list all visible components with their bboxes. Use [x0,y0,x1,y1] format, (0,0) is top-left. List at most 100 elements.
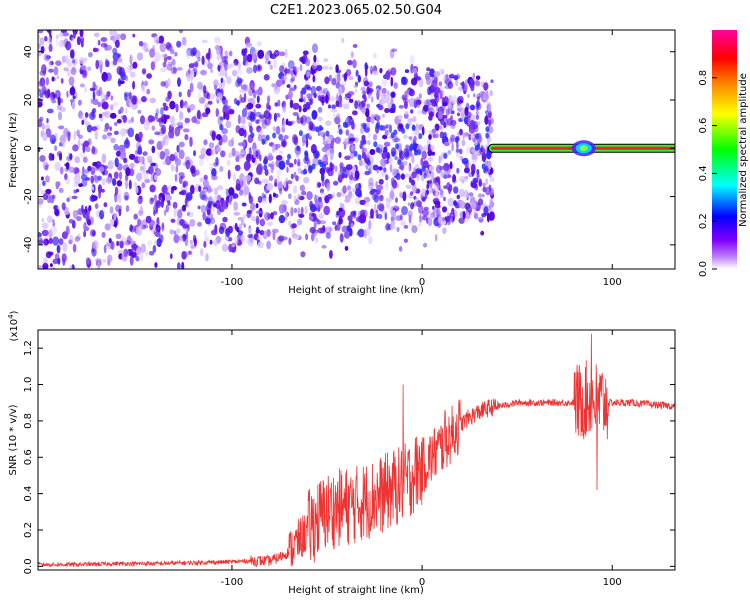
spectrogram-point [205,253,209,262]
spectrogram-point [397,115,403,120]
spectrogram-point [114,122,118,126]
spectrogram-point [107,259,111,266]
spectrogram-point [152,44,156,52]
spectrogram-point [288,90,293,100]
spectrogram-point [350,51,354,59]
spectrogram-point [301,190,307,196]
spectrogram-point [247,98,252,103]
spectrogram-point [292,66,297,74]
spectrogram-point [73,130,77,141]
spectrogram-point [354,137,359,143]
spectrogram-point [48,237,53,244]
spectrogram-point [129,71,136,78]
spectrogram-point [300,93,304,100]
spectrogram-point [381,113,385,118]
spectrogram-point [279,162,284,169]
spectrogram-point [391,48,398,52]
spectrogram-point [274,178,278,187]
spectrogram-point [176,216,180,226]
spectrogram-point [200,69,207,76]
spectrogram-point [235,155,240,163]
spectrogram-point [113,144,119,151]
spectrogram-point [321,171,325,182]
spectrogram-point [358,182,362,189]
spectrogram-point [85,146,91,153]
spectrogram-point [293,195,297,202]
spectrogram-point [310,144,317,154]
spectrogram-point [357,99,361,107]
spectrogram-point [476,168,480,175]
spectrogram-point [266,221,274,226]
spectrogram-point [190,184,195,195]
spectrogram-point [54,208,59,216]
spectrogram-point [312,74,316,83]
spectrogram-point [336,192,342,198]
spectrogram-point [378,166,383,171]
spectrogram-point [330,152,334,160]
spectrogram-point [345,93,352,98]
spectrogram-point [125,179,128,190]
spectrogram-point [320,131,326,138]
spectrogram-point [63,38,69,48]
spectrogram-point [197,92,202,102]
spectrogram-point [123,248,128,258]
spectrogram-point [120,128,127,137]
spectrogram-point [485,178,489,185]
spectrogram-point [458,99,464,104]
spectrogram-point [311,110,318,120]
spectrogram-point [145,250,149,257]
spectrogram-point [224,64,228,71]
spectrogram-point [192,51,196,56]
spectrogram-point [246,153,251,163]
spectrogram-point [370,208,374,219]
spectrogram-ylabel: Frequency (Hz) [8,112,19,188]
spectrogram-point [364,62,368,71]
spectrogram-point [207,100,213,105]
spectrogram-point [149,184,156,193]
spectrogram-point [176,262,181,269]
spectrogram-point [178,91,182,98]
spectrogram-point [112,47,118,55]
spectrogram-point [221,96,226,105]
spectrogram-point [233,211,240,216]
spectrogram-point [475,75,481,80]
spectrogram-point [107,133,112,140]
spectrogram-point [176,144,180,153]
spectrogram-point [332,192,335,199]
spectrogram-point [344,155,351,160]
spectrogram-point [205,148,213,156]
colorbar-tick-label: 0.6 [698,118,709,134]
spectrogram-point [443,185,447,190]
spectrogram-point [303,156,310,165]
spectrogram-point [228,195,232,205]
spectrogram-point [471,171,475,177]
spectrogram-point [411,171,418,179]
spectrogram-point [438,125,443,130]
spectrogram-point [408,193,413,199]
spectrogram-point [268,175,274,182]
spectrogram-point [154,52,161,62]
spectrogram-point [59,98,64,104]
colorbar-tick-label: 0.0 [698,261,709,277]
spectrogram-point [255,64,263,72]
spectrogram-point [289,78,294,84]
spectrogram-point [205,107,211,115]
spectrogram-point [475,133,480,140]
spectrogram-point [170,218,176,223]
spectrogram-point [470,201,477,210]
spectrogram-point [366,227,371,236]
spectrogram-point [119,240,124,249]
spectrogram-point [471,153,478,161]
spectrogram-point [199,190,206,201]
spectrogram-point [345,129,350,136]
spectrogram-point [303,96,306,104]
spectrogram-point [266,240,271,250]
spectrogram-point [445,108,450,116]
spectrogram-point [207,62,213,70]
spectrogram-point [488,110,492,119]
spectrogram-point [74,156,80,164]
spectrogram-point [184,156,191,166]
spectrogram-point [161,114,168,124]
spectrogram-point [448,184,453,192]
spectrogram-point [467,117,471,126]
